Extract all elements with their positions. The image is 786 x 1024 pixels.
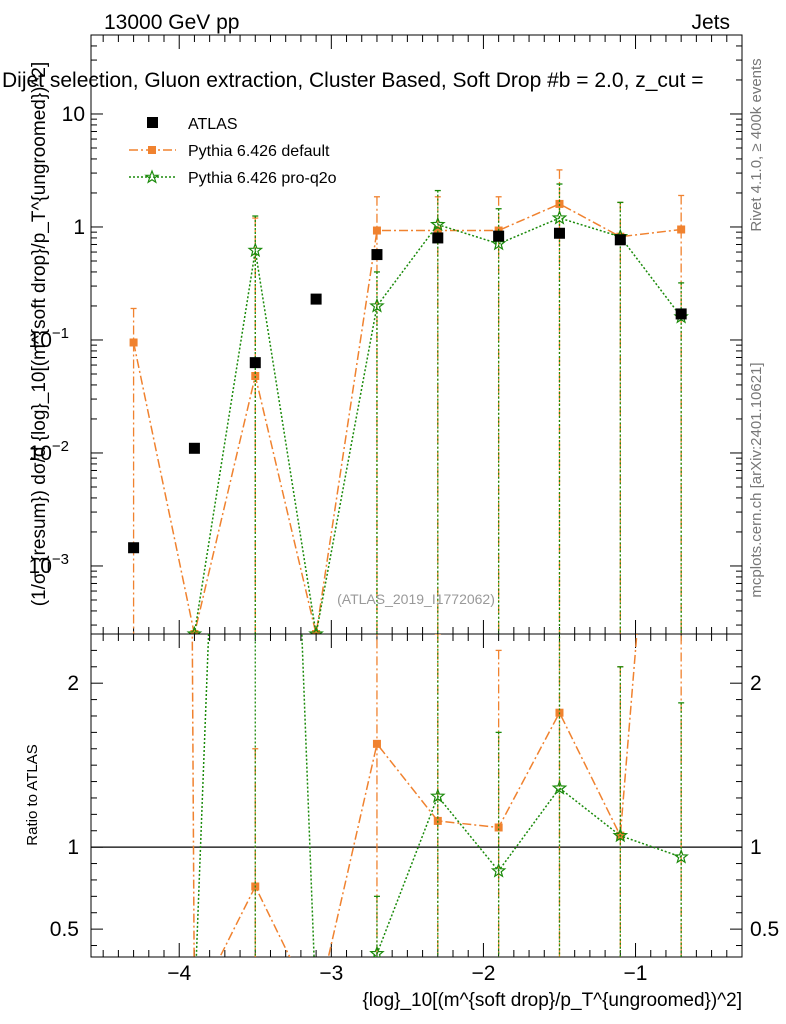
proq2o-point: [369, 297, 385, 313]
ratio-default-point: [190, 1004, 198, 1012]
proq2o-line: [193, 217, 682, 634]
ratio-default-point: [372, 739, 381, 748]
ratio-y-tick-label: 0.5: [50, 918, 79, 941]
default-point: [433, 226, 442, 235]
ratio-y-tick-label: 1: [67, 836, 79, 859]
plot-subtitle: Dijet selection, Gluon extraction, Clust…: [2, 69, 704, 92]
x-tick-label: −1: [624, 962, 648, 985]
energy-label: 13000 GeV pp: [104, 11, 239, 34]
atlas-point: [128, 542, 140, 554]
legend-entry-proq2o: Pythia 6.426 pro-q2o: [188, 170, 337, 187]
default-line: [132, 203, 682, 634]
legend-entry-default: Pythia 6.426 default: [188, 143, 330, 160]
ratio-default-point: [312, 1007, 320, 1015]
ratio-default-point: [494, 823, 503, 832]
ratio-proq2o-series: [188, 634, 689, 1016]
default-point: [372, 226, 381, 235]
ratio-proq2o-point: [612, 827, 629, 843]
analysis-watermark: (ATLAS_2019_I1772062): [337, 591, 495, 607]
default-point: [251, 371, 260, 380]
ratio-panel: −4 −3 −2 −1 0.5 0.5 1 1 2 2: [50, 633, 779, 1016]
x-tick-label: −4: [167, 962, 191, 985]
ratio-y-axis-label: Ratio to ATLAS: [24, 744, 41, 845]
ratio-y-tick-label: 2: [750, 672, 762, 695]
default-point: [555, 199, 564, 208]
main-y-tick-label: 10: [62, 103, 85, 126]
x-tick-label: −2: [471, 962, 495, 985]
ratio-proq2o-point: [310, 1004, 322, 1016]
legend-marker-default: [148, 146, 156, 154]
ratio-proq2o-point: [673, 848, 689, 864]
atlas-point: [614, 234, 626, 246]
ratio-proq2o-point: [188, 1001, 200, 1013]
main-y-tick-label: 1: [73, 216, 85, 239]
atlas-series: [128, 227, 687, 554]
legend-entry-atlas: ATLAS: [188, 116, 238, 133]
default-point: [677, 225, 686, 234]
legend-marker-atlas: [147, 117, 158, 128]
ratio-proq2o-point: [369, 945, 385, 957]
proq2o-point: [490, 235, 507, 251]
legend-marker-proq2o: [144, 169, 160, 184]
default-point: [312, 630, 321, 634]
x-tick-label: −3: [319, 962, 343, 985]
atlas-point: [188, 442, 200, 454]
atlas-point: [553, 227, 565, 239]
proq2o-point: [551, 209, 568, 225]
atlas-point: [675, 308, 687, 320]
atlas-point: [310, 293, 322, 305]
mcplots-label: mcplots.cern.ch [arXiv:2401.10621]: [748, 362, 765, 597]
proq2o-point: [186, 625, 203, 634]
atlas-point: [432, 232, 444, 244]
ratio-proq2o-point: [490, 862, 507, 878]
main-y-axis-label: (1/σ_{resum}) dσ/d {log}_10[(m^{soft dro…: [29, 62, 50, 607]
proq2o-series: [186, 183, 689, 634]
legend: ATLAS Pythia 6.426 default Pythia 6.426 …: [129, 116, 337, 187]
default-series: [129, 169, 686, 634]
atlas-point: [371, 249, 383, 261]
rivet-label: Rivet 4.1.0, ≥ 400k events: [748, 58, 765, 231]
ratio-proq2o-point: [551, 779, 568, 795]
proq2o-point: [429, 216, 446, 232]
main-y-tick-label: 10−2: [29, 438, 69, 465]
x-axis-label: {log}_10[(m^{soft drop}/p_T^{ungroomed})…: [362, 990, 742, 1011]
ratio-y-tick-label: 2: [67, 672, 79, 695]
default-point: [129, 338, 138, 347]
proq2o-point: [308, 625, 324, 634]
ratio-y-tick-label: 0.5: [750, 918, 779, 941]
ratio-proq2o-point: [429, 788, 446, 804]
ratio-proq2o-line: [195, 634, 682, 957]
atlas-point: [249, 357, 261, 369]
proq2o-point: [247, 242, 264, 258]
atlas-point: [493, 230, 505, 242]
ratio-y-tick-label: 1: [750, 836, 762, 859]
category-label: Jets: [691, 11, 730, 34]
ratio-frame: [90, 633, 743, 958]
